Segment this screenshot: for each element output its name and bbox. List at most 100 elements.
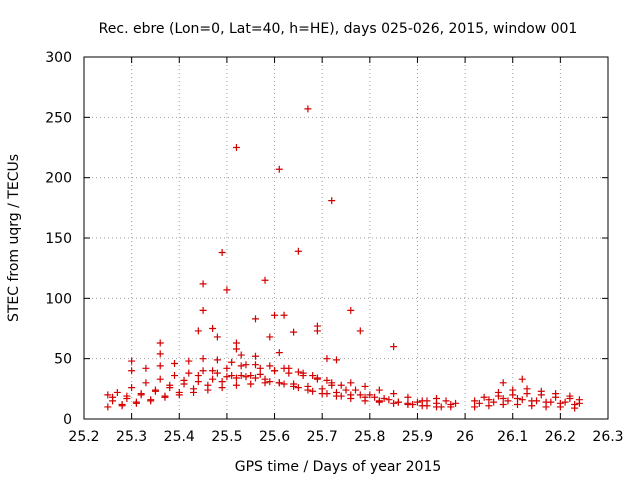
data-point (494, 388, 502, 396)
data-point (218, 248, 226, 256)
data-point (309, 372, 317, 380)
data-point (171, 359, 179, 367)
data-point (394, 398, 402, 406)
data-point (261, 375, 269, 383)
data-point (513, 394, 521, 402)
data-point (256, 370, 264, 378)
data-point (404, 399, 412, 407)
data-point (313, 327, 321, 335)
data-point (228, 372, 236, 380)
data-point (442, 397, 450, 405)
data-point (533, 397, 541, 405)
data-point (290, 328, 298, 336)
y-tick-label: 150 (45, 231, 72, 247)
data-point (232, 345, 240, 353)
data-point (213, 333, 221, 341)
data-point (180, 380, 188, 388)
data-point (266, 362, 274, 370)
data-point (209, 375, 217, 383)
y-tick-label: 50 (54, 352, 72, 368)
data-point (290, 382, 298, 390)
data-point (294, 384, 302, 392)
data-point (437, 403, 445, 411)
data-point (337, 392, 345, 400)
data-point (237, 362, 245, 370)
data-point (228, 358, 236, 366)
x-tick-label: 26.2 (545, 429, 576, 445)
data-point (271, 311, 279, 319)
data-point (404, 393, 412, 401)
data-points (104, 105, 583, 412)
data-point (194, 378, 202, 386)
data-point (475, 399, 483, 407)
x-tick-label: 25.6 (259, 429, 290, 445)
data-point (347, 379, 355, 387)
data-point (171, 372, 179, 380)
y-tick-label: 300 (45, 50, 72, 66)
data-point (199, 355, 207, 363)
data-point (142, 364, 150, 372)
y-tick-label: 250 (45, 110, 72, 126)
data-point (518, 375, 526, 383)
x-tick-label: 25.9 (402, 429, 433, 445)
data-point (261, 276, 269, 284)
data-point (413, 398, 421, 406)
data-point (113, 388, 121, 396)
data-point (280, 380, 288, 388)
data-point (566, 392, 574, 400)
data-point (237, 351, 245, 359)
y-tick-labels: 0 50 100 150 200 250 300 (45, 50, 72, 428)
data-point (242, 373, 250, 381)
x-tick-label: 26.3 (592, 429, 623, 445)
data-point (499, 379, 507, 387)
data-point (490, 398, 498, 406)
grid-lines (84, 57, 608, 419)
data-point (537, 387, 545, 395)
data-point (218, 378, 226, 386)
data-point (242, 361, 250, 369)
data-point (323, 390, 331, 398)
data-point (371, 393, 379, 401)
data-point (323, 376, 331, 384)
data-point (356, 391, 364, 399)
data-point (561, 398, 569, 406)
data-point (423, 397, 431, 405)
chart-title: Rec. ebre (Lon=0, Lat=40, h=HE), days 02… (99, 21, 578, 37)
data-point (447, 401, 455, 409)
data-point (251, 352, 259, 360)
data-point (513, 401, 521, 409)
data-point (433, 394, 441, 402)
data-point (275, 349, 283, 357)
data-point (223, 364, 231, 372)
data-point (218, 384, 226, 392)
data-point (118, 401, 126, 409)
data-point (104, 391, 112, 399)
data-point (328, 197, 336, 205)
data-point (104, 403, 112, 411)
data-point (352, 386, 360, 394)
data-point (328, 379, 336, 387)
data-point (194, 327, 202, 335)
data-point (147, 396, 155, 404)
data-point (213, 369, 221, 377)
y-tick-label: 0 (63, 412, 72, 428)
data-point (166, 384, 174, 392)
data-point (109, 393, 117, 401)
data-point (518, 396, 526, 404)
data-point (452, 399, 460, 407)
data-point (194, 372, 202, 380)
x-tick-label: 25.5 (211, 429, 242, 445)
data-point (156, 350, 164, 358)
data-point (356, 327, 364, 335)
data-point (232, 374, 240, 382)
data-point (480, 393, 488, 401)
data-point (251, 374, 259, 382)
data-point (337, 381, 345, 389)
data-point (128, 367, 136, 375)
x-tick-label: 26 (456, 429, 474, 445)
data-point (251, 315, 259, 323)
data-point (556, 399, 564, 407)
data-point (156, 375, 164, 383)
data-point (232, 339, 240, 347)
data-point (390, 390, 398, 398)
